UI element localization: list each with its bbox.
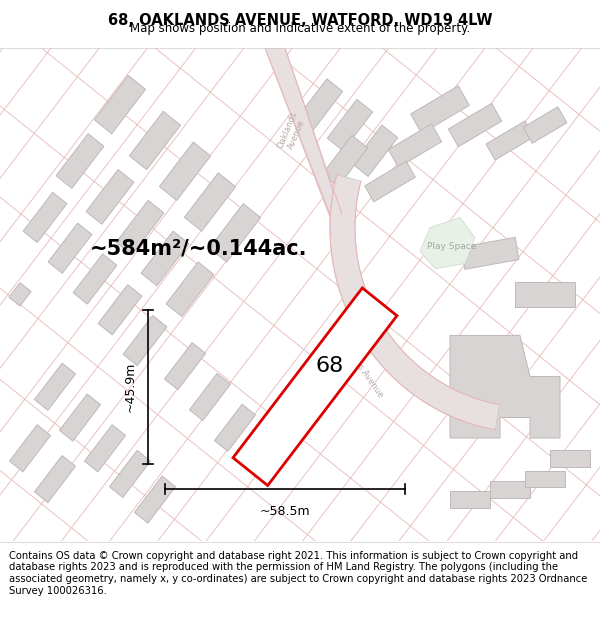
Polygon shape — [109, 451, 151, 498]
Polygon shape — [134, 476, 176, 523]
Polygon shape — [209, 204, 260, 262]
Polygon shape — [116, 201, 164, 255]
Polygon shape — [34, 363, 76, 410]
Polygon shape — [59, 394, 101, 441]
Polygon shape — [130, 111, 181, 169]
Text: 68: 68 — [316, 356, 344, 376]
Polygon shape — [214, 404, 256, 451]
Polygon shape — [322, 135, 368, 187]
Text: ~45.9m: ~45.9m — [124, 361, 137, 412]
Polygon shape — [328, 99, 373, 151]
Polygon shape — [450, 336, 560, 438]
Text: Map shows position and indicative extent of the property.: Map shows position and indicative extent… — [130, 22, 470, 34]
Text: Oaklands
Avenue: Oaklands Avenue — [275, 111, 308, 154]
Polygon shape — [86, 169, 134, 224]
Polygon shape — [123, 316, 167, 366]
Polygon shape — [85, 425, 125, 472]
Text: Oaklands Avenue: Oaklands Avenue — [335, 334, 385, 399]
Polygon shape — [330, 174, 500, 430]
Polygon shape — [352, 125, 398, 176]
Polygon shape — [141, 231, 189, 286]
Polygon shape — [184, 173, 236, 231]
Polygon shape — [160, 142, 211, 201]
Polygon shape — [98, 284, 142, 335]
Polygon shape — [461, 238, 519, 269]
Polygon shape — [164, 342, 206, 390]
Text: ~58.5m: ~58.5m — [260, 506, 310, 518]
Polygon shape — [550, 451, 590, 467]
Polygon shape — [525, 471, 565, 488]
Text: Contains OS data © Crown copyright and database right 2021. This information is : Contains OS data © Crown copyright and d… — [9, 551, 587, 596]
Text: 68, OAKLANDS AVENUE, WATFORD, WD19 4LW: 68, OAKLANDS AVENUE, WATFORD, WD19 4LW — [108, 14, 492, 29]
Polygon shape — [56, 134, 104, 188]
Polygon shape — [73, 254, 117, 304]
Polygon shape — [298, 79, 343, 130]
Polygon shape — [490, 481, 530, 498]
Polygon shape — [523, 107, 567, 143]
Polygon shape — [48, 223, 92, 273]
Polygon shape — [450, 491, 490, 508]
Polygon shape — [448, 103, 502, 147]
Polygon shape — [9, 282, 31, 306]
Polygon shape — [410, 86, 469, 134]
Polygon shape — [34, 456, 76, 503]
Polygon shape — [94, 76, 146, 134]
Polygon shape — [420, 217, 475, 269]
Polygon shape — [365, 161, 415, 202]
Polygon shape — [23, 192, 67, 242]
Polygon shape — [388, 124, 442, 168]
Polygon shape — [265, 48, 340, 217]
Polygon shape — [233, 288, 397, 486]
Polygon shape — [486, 121, 534, 160]
Polygon shape — [10, 425, 50, 472]
Polygon shape — [515, 281, 575, 308]
Text: ~584m²/~0.144ac.: ~584m²/~0.144ac. — [90, 238, 308, 258]
Polygon shape — [166, 262, 214, 317]
Text: Play Space: Play Space — [427, 242, 476, 251]
Polygon shape — [190, 373, 230, 421]
